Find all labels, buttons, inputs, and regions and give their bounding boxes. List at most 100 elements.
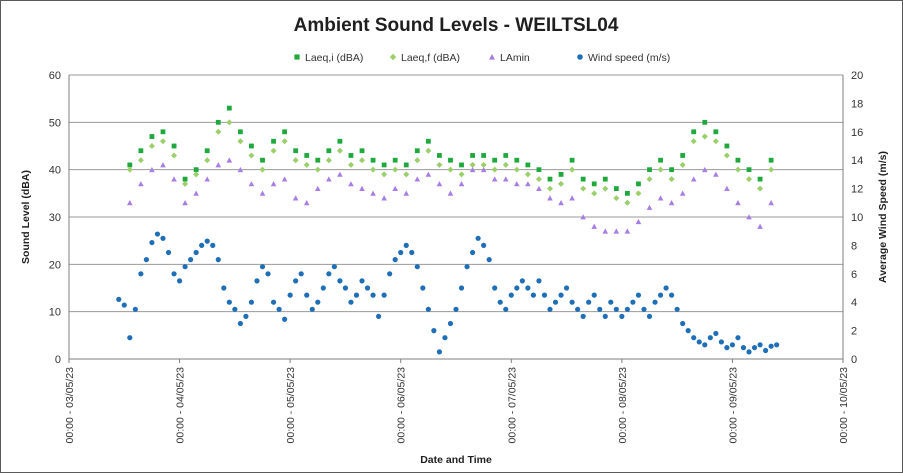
- laeqf-point: [480, 161, 487, 168]
- laeqi-point: [282, 129, 288, 135]
- wind-point: [237, 320, 243, 327]
- laeqi-point: [437, 153, 442, 158]
- y2-tick-label: 8: [851, 240, 857, 252]
- lamin-point: [591, 223, 598, 229]
- wind-point: [707, 335, 713, 341]
- lamin-point: [425, 171, 432, 177]
- laeqi-point: [470, 153, 475, 158]
- wind-point: [713, 330, 719, 337]
- wind-point: [729, 342, 736, 348]
- wind-point: [121, 302, 127, 308]
- series-laeqi: [127, 105, 774, 196]
- legend-label-lamin: LAmin: [500, 52, 530, 64]
- wind-point: [293, 278, 299, 284]
- x-axis-ticks: 00:00 - 03/05/23 00:00 - 04/05/23 00:00 - …: [64, 359, 850, 443]
- laeqf-point: [314, 166, 321, 173]
- wind-point: [691, 335, 697, 341]
- lamin-point: [668, 200, 675, 206]
- laeqf-point: [458, 171, 465, 178]
- lamin-point: [558, 200, 564, 206]
- wind-point: [298, 271, 304, 277]
- laeqi-point: [680, 153, 686, 158]
- laeqi-point: [459, 162, 464, 168]
- laeqf-point: [336, 147, 343, 154]
- wind-point: [182, 264, 188, 270]
- laeqi-point: [392, 157, 398, 163]
- laeqi-point: [160, 129, 166, 135]
- laeqi-point: [713, 129, 719, 135]
- wind-point: [270, 299, 277, 305]
- lamin-point: [458, 181, 465, 187]
- lamin-point: [193, 190, 199, 196]
- y2-tick-label: 14: [851, 155, 863, 167]
- y-axis-label: Sound Level (dBA): [20, 170, 32, 264]
- legend-marker-wind: [577, 54, 583, 60]
- laeqf-point: [159, 138, 166, 145]
- laeqf-point: [491, 166, 498, 173]
- wind-point: [663, 285, 669, 291]
- wind-point: [464, 264, 470, 270]
- laeqf-point: [624, 199, 631, 206]
- laeqi-point: [215, 119, 221, 125]
- laeqf-point: [635, 190, 642, 197]
- lamin-point: [447, 190, 454, 196]
- wind-point: [376, 313, 382, 319]
- wind-point: [248, 299, 255, 305]
- wind-point: [774, 342, 780, 348]
- wind-point: [414, 264, 420, 270]
- laeqf-point: [746, 176, 753, 183]
- wind-point: [359, 278, 365, 284]
- laeqi-point: [702, 119, 708, 125]
- wind-point: [503, 306, 509, 312]
- wind-point: [132, 306, 138, 312]
- laeqi-point: [348, 153, 354, 158]
- wind-point: [508, 292, 514, 298]
- laeqi-point: [514, 157, 520, 163]
- laeqf-point: [259, 166, 266, 173]
- legend-marker-lamin: [489, 54, 495, 60]
- laeqf-point: [657, 166, 664, 173]
- wind-point: [176, 278, 183, 284]
- laeqf-point: [215, 128, 222, 135]
- wind-point: [657, 292, 664, 298]
- laeqi-point: [591, 181, 597, 187]
- laeqf-point: [270, 147, 277, 154]
- lamin-point: [171, 176, 177, 182]
- legend-marker-laeqf: [389, 53, 397, 61]
- x-tick-label: 00:00 - 05/05/23: [285, 367, 297, 444]
- wind-point: [563, 285, 570, 291]
- wind-point: [276, 306, 282, 312]
- laeqf-point: [204, 157, 211, 164]
- wind-point: [138, 271, 144, 277]
- lamin-point: [602, 228, 609, 234]
- laeqi-point: [370, 157, 376, 163]
- laeqi-point: [315, 157, 321, 163]
- lamin-point: [514, 181, 520, 187]
- laeqf-point: [370, 166, 377, 173]
- laeqf-point: [513, 166, 520, 173]
- y2-axis-ticks: 0 2 4 6 8 10 12 14 16 18 20: [851, 70, 863, 366]
- series-wind: [116, 231, 780, 355]
- wind-point: [669, 292, 675, 298]
- y2-tick-label: 18: [851, 98, 863, 110]
- wind-point: [165, 249, 172, 256]
- wind-point: [193, 249, 199, 256]
- laeqf-point: [436, 161, 443, 168]
- lamin-point: [690, 176, 697, 182]
- wind-point: [160, 235, 166, 241]
- laeqi-point: [558, 172, 564, 177]
- laeqf-point: [757, 185, 764, 192]
- laeqf-point: [171, 152, 178, 159]
- wind-point: [458, 285, 465, 291]
- wind-point: [646, 313, 653, 319]
- wind-point: [652, 299, 658, 305]
- lamin-point: [381, 195, 387, 201]
- wind-point: [696, 339, 702, 345]
- wind-point: [580, 313, 586, 319]
- y-tick-label: 20: [49, 259, 61, 271]
- wind-point: [232, 306, 238, 312]
- data-points: [116, 105, 780, 355]
- lamin-point: [259, 190, 266, 196]
- laeqi-point: [326, 148, 332, 154]
- lamin-point: [348, 181, 354, 187]
